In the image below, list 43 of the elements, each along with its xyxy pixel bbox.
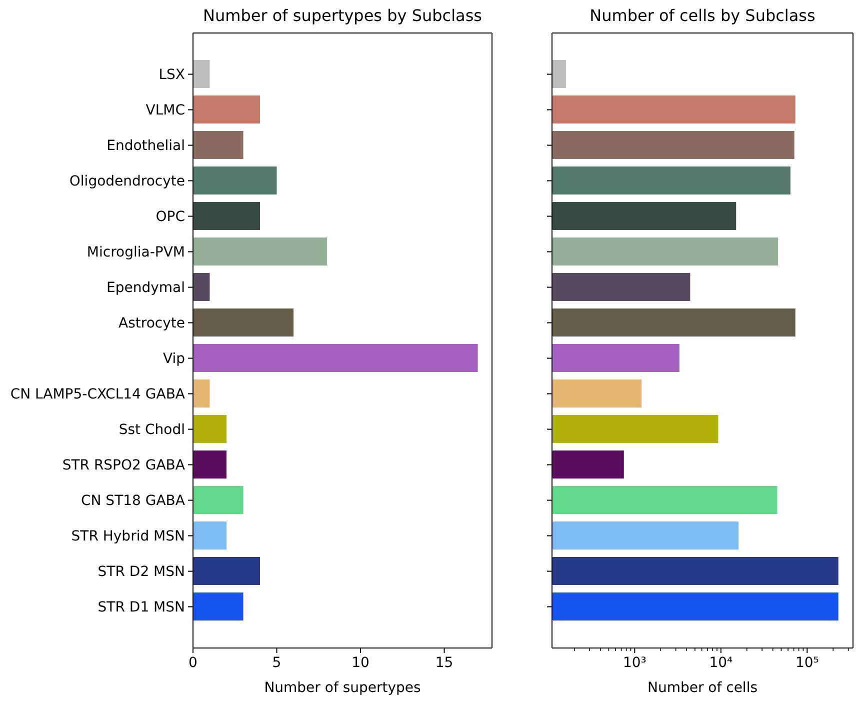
chart-title: Number of supertypes by Subclass (202, 5, 483, 27)
bar (193, 522, 226, 550)
x-tick-label: 10⁵ (795, 655, 819, 672)
bar (193, 415, 226, 444)
y-tick-label: Ependymal (106, 280, 185, 296)
y-tick-label: Astrocyte (118, 316, 185, 332)
y-tick-label: CN LAMP5-CXCL14 GABA (10, 386, 186, 403)
x-tick-label: 10 (352, 655, 370, 672)
bar (193, 60, 210, 88)
bar (193, 131, 244, 160)
y-tick-label: LSX (158, 67, 186, 84)
bar (193, 238, 328, 266)
y-tick-label: STR RSPO2 GABA (62, 458, 186, 474)
bar (193, 344, 478, 372)
chart-title: Number of cells by Subclass (588, 5, 816, 27)
y-tick-label: VLMC (146, 102, 186, 119)
x-tick-label: 0 (188, 655, 198, 672)
y-tick-label: Microglia-PVM (86, 244, 185, 261)
bar (193, 166, 277, 195)
bar (193, 557, 260, 586)
x-axis-title: Number of cells (647, 680, 758, 696)
bar (193, 486, 244, 514)
bar (193, 96, 260, 124)
y-tick-label: Endothelial (106, 138, 185, 154)
y-tick-label: Vip (162, 351, 186, 368)
bar (193, 273, 210, 302)
x-tick-label: 15 (435, 655, 454, 672)
bar (193, 380, 210, 408)
x-tick-label: 5 (272, 655, 282, 672)
bar (193, 450, 226, 479)
y-tick-label: Oligodendrocyte (69, 174, 185, 190)
y-tick-label: Sst Chodl (118, 422, 185, 438)
x-tick-label: 10³ (622, 655, 646, 672)
x-axis-title: Number of supertypes (264, 680, 421, 696)
bar (193, 202, 260, 230)
bar (193, 592, 244, 621)
y-tick-label: STR D1 MSN (98, 600, 185, 616)
y-tick-label: STR D2 MSN (98, 564, 185, 580)
y-tick-label: STR Hybrid MSN (71, 528, 185, 545)
bar (193, 308, 294, 337)
x-tick-label: 10⁴ (709, 655, 734, 672)
y-tick-label: OPC (156, 209, 186, 226)
y-tick-label: CN ST18 GABA (80, 493, 186, 510)
